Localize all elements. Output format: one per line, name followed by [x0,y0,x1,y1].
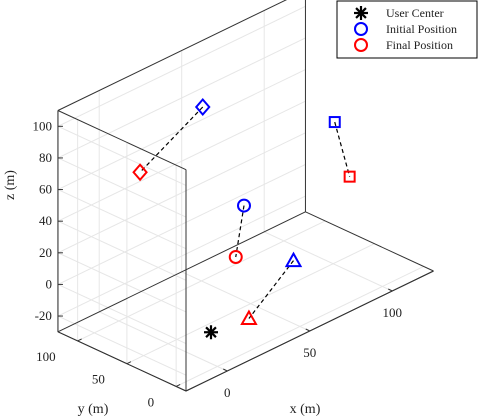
y-axis [57,331,187,392]
legend-label-user-center: User Center [386,6,444,20]
legend: User Center Initial Position Final Posit… [336,0,478,59]
grid-line-y-100 [77,220,326,342]
asterisk-stroke [205,326,217,338]
initial-square-marker [328,116,341,129]
x-axis-label: x (m) [290,402,321,417]
grid-line-z-40 [57,220,187,281]
initial-diamond-marker [194,97,211,117]
connector-diamond [139,106,204,173]
x-tick-label: 100 [383,305,403,320]
movement-connectors [139,106,351,319]
y-tick-mark [77,338,82,342]
grid-line-z-100 [57,125,187,186]
x-tick-mark [305,328,310,332]
legend-blue-circle-icon [354,22,368,36]
right-floor-edge [305,211,434,272]
connector-circle [235,205,245,258]
grid-line-z-0 [57,283,187,345]
grid-line-z--20 [57,315,187,376]
user-center-marker [204,325,218,340]
connector-triangle [248,260,294,319]
grid-line-z-20 [57,252,187,313]
y-axis-label: y (m) [78,402,109,417]
initial-triangle-marker [284,251,303,268]
legend-entry-final-position [354,38,368,52]
back-top-edge [57,0,288,111]
x-tick-label: 0 [224,385,231,400]
y-tick-label: 100 [36,349,56,364]
x-tick-mark [388,288,393,292]
tick-labels: 0 50 100 0 50 100 -20 0 20 40 60 80 100 [32,118,402,409]
x-tick-label: 50 [303,345,316,360]
legend-asterisk-icon [354,6,368,20]
y-tick-mark [175,384,181,387]
z-tick-label: 60 [39,182,52,197]
z-tick-label: 0 [45,276,52,291]
final-triangle-marker [240,309,258,326]
position-markers [132,97,356,340]
legend-red-circle-icon [354,38,368,52]
legend-entry-user-center [354,6,368,20]
legend-label-initial-position: Initial Position [386,22,457,36]
z-tick-label: 40 [39,213,52,228]
grid-lines [57,5,424,387]
final-circle-marker [228,250,243,265]
left-top-edge [57,110,187,171]
connector-square [334,121,351,177]
y-tick-mark [126,361,132,365]
axes-box [57,0,434,392]
back-floor-edge [57,211,306,333]
z-tick-label: 100 [32,118,52,133]
y-tick-label: 50 [92,372,105,387]
final-square-marker [343,170,356,183]
grid-line-x-0 [98,311,228,372]
x-tick-mark [223,368,228,372]
grid-line-x-50 [181,271,310,332]
grid-line-x-100 [263,231,393,292]
grid-line-z-80 [57,157,187,218]
final-diamond-marker [132,163,148,182]
y-tick-label: 0 [148,394,155,409]
z-tick-label: 20 [39,245,52,260]
grid-line-y-50 [126,243,375,365]
initial-circle-marker [237,198,251,213]
z-tick-label: -20 [35,308,52,323]
legend-label-final-position: Final Position [386,38,453,52]
grid-line-z-60 [57,189,187,250]
z-tick-label: 80 [39,150,52,165]
z-axis-label: z (m) [3,170,18,200]
legend-entry-initial-position [354,22,368,36]
asterisk-stroke [355,7,367,19]
grid-line-y-0 [175,266,424,387]
